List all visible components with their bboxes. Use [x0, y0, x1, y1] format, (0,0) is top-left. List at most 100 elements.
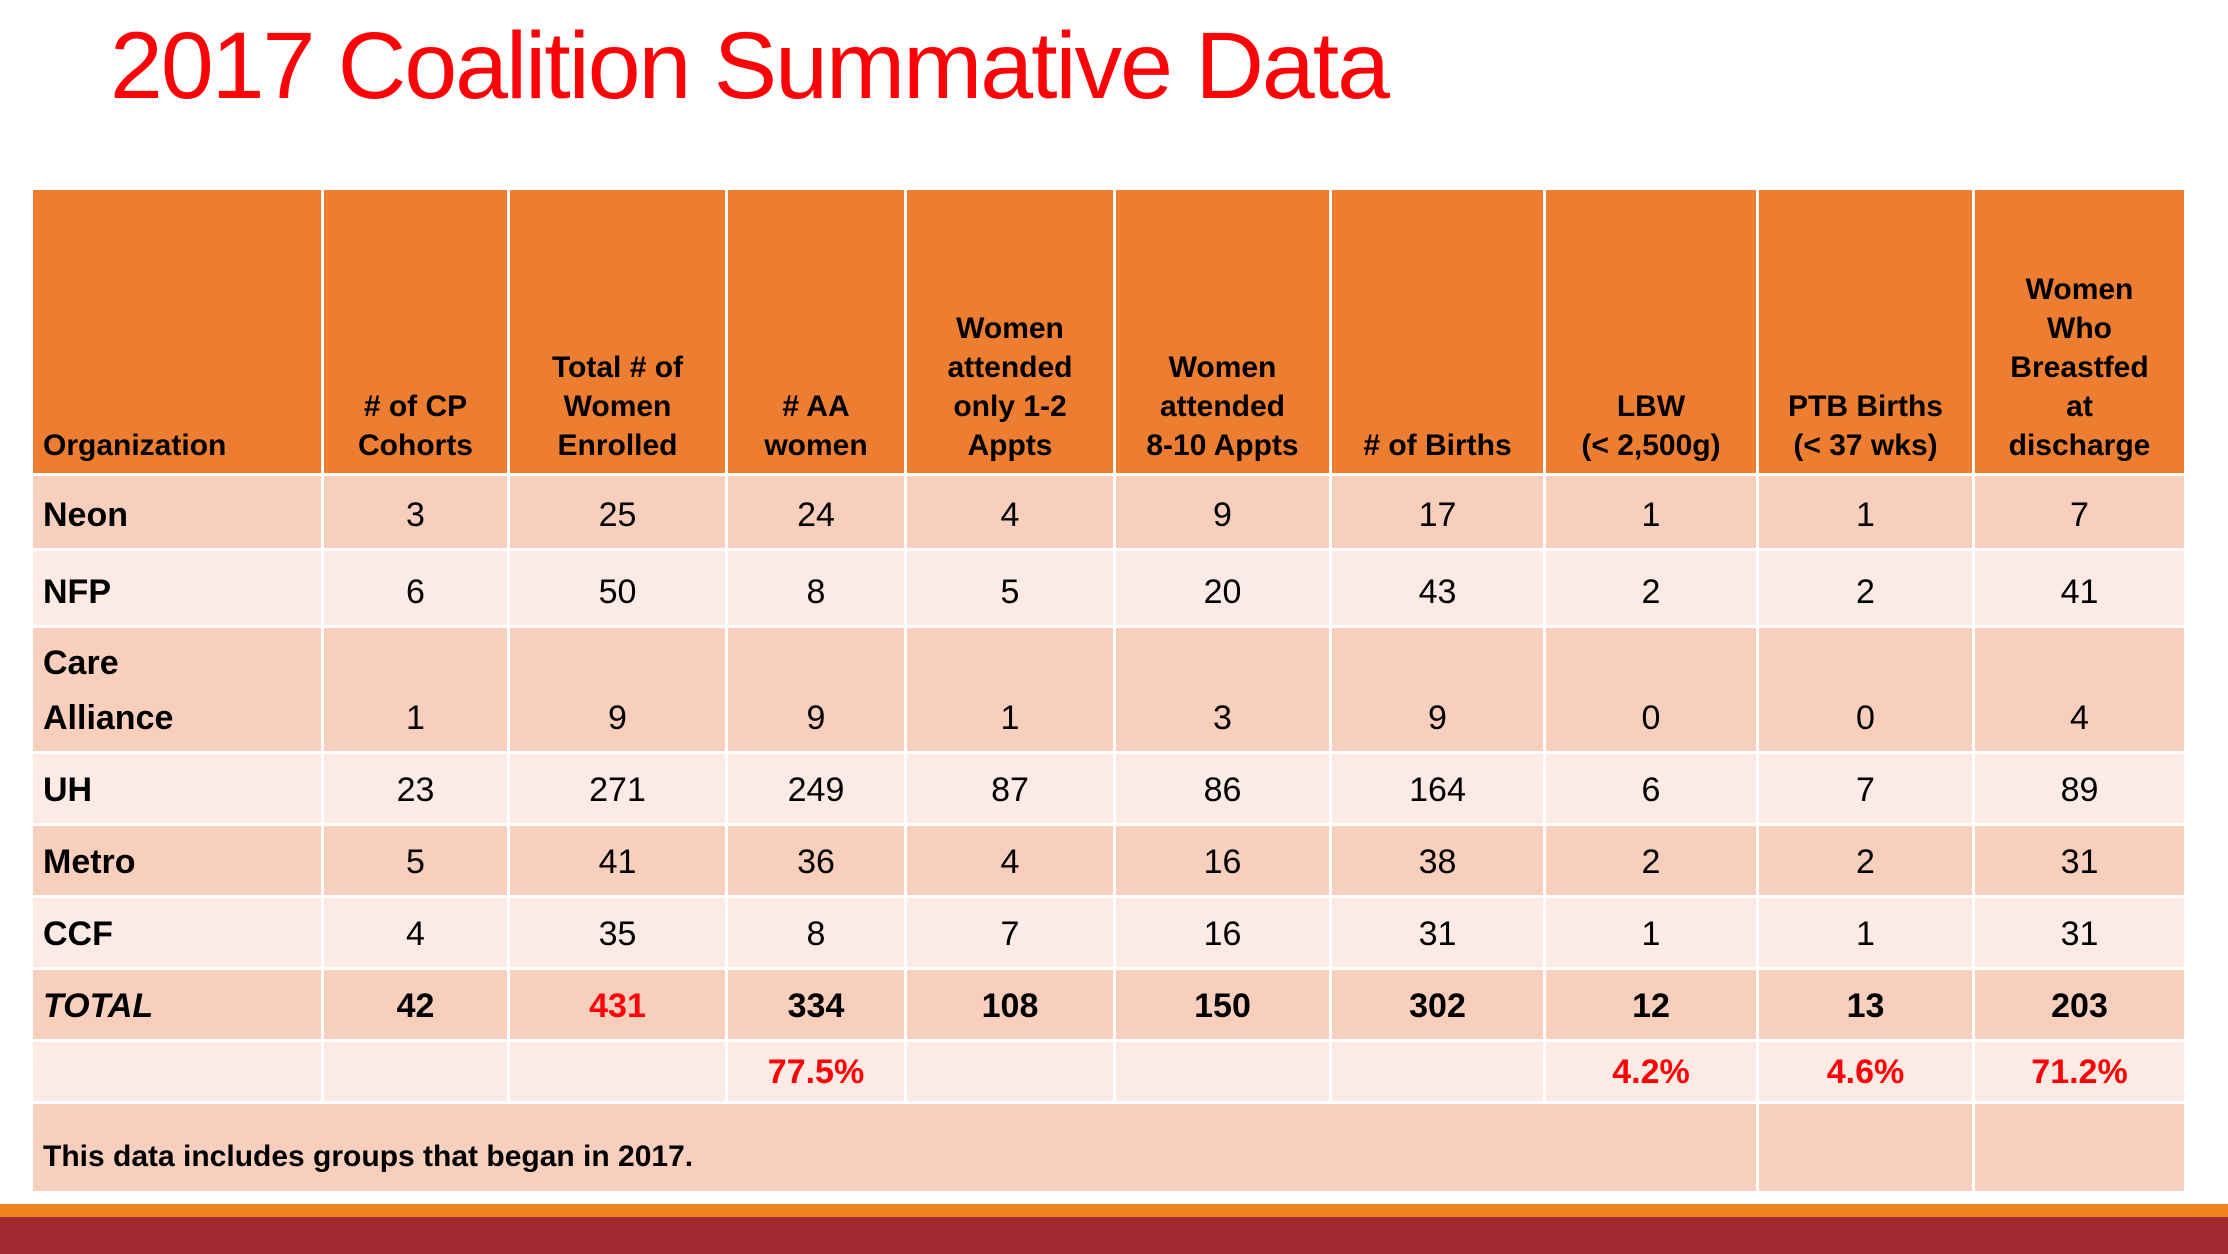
col-header-ptb-births: PTB Births (< 37 wks)	[1756, 187, 1975, 476]
empty-cell	[1972, 1101, 2187, 1194]
value-cell: 31	[1972, 823, 2187, 898]
value-cell: 16	[1113, 895, 1332, 970]
value-cell: 2	[1543, 548, 1759, 628]
value-cell: 2	[1756, 548, 1975, 628]
value-cell: 2	[1543, 823, 1759, 898]
percent-cell	[904, 1039, 1116, 1104]
slide-title: 2017 Coalition Summative Data	[110, 13, 1390, 119]
value-cell: 89	[1972, 751, 2187, 826]
value-cell: 24	[725, 473, 907, 551]
value-cell: 43	[1329, 548, 1546, 628]
percent-cell-lbw: 4.2%	[1543, 1039, 1759, 1104]
percent-cell	[1329, 1039, 1546, 1104]
total-value-cell-highlighted: 431	[507, 967, 728, 1042]
header-row: Organization # of CP Cohorts Total # of …	[30, 187, 2187, 476]
value-cell: 87	[904, 751, 1116, 826]
table-row-percentages: 77.5% 4.2% 4.6% 71.2%	[30, 1039, 2187, 1104]
table-row-care-alliance: Care Alliance 1 9 9 1 3 9 0 0 4	[30, 625, 2187, 754]
value-cell: 4	[1972, 625, 2187, 754]
value-cell: 8	[725, 548, 907, 628]
value-cell: 9	[725, 625, 907, 754]
value-cell: 4	[904, 823, 1116, 898]
value-cell: 3	[1113, 625, 1332, 754]
value-cell: 4	[321, 895, 510, 970]
value-cell: 50	[507, 548, 728, 628]
value-cell: 7	[1972, 473, 2187, 551]
value-cell: 0	[1543, 625, 1759, 754]
org-cell: Metro	[30, 823, 324, 898]
total-value-cell: 302	[1329, 967, 1546, 1042]
col-header-cp-cohorts: # of CP Cohorts	[321, 187, 510, 476]
bottom-accent-bar-orange	[0, 1204, 2228, 1217]
value-cell: 271	[507, 751, 728, 826]
col-header-women-8-10-appts: Women attended 8-10 Appts	[1113, 187, 1332, 476]
total-value-cell: 13	[1756, 967, 1975, 1042]
value-cell: 9	[1113, 473, 1332, 551]
table-row-neon: Neon 3 25 24 4 9 17 1 1 7	[30, 473, 2187, 551]
value-cell: 9	[1329, 625, 1546, 754]
org-cell: Care Alliance	[30, 625, 324, 754]
total-value-cell: 203	[1972, 967, 2187, 1042]
col-header-total-women-enrolled: Total # of Women Enrolled	[507, 187, 728, 476]
value-cell: 4	[904, 473, 1116, 551]
col-header-births: # of Births	[1329, 187, 1546, 476]
value-cell: 17	[1329, 473, 1546, 551]
value-cell: 16	[1113, 823, 1332, 898]
percent-cell	[30, 1039, 324, 1104]
org-cell: CCF	[30, 895, 324, 970]
value-cell: 1	[1756, 473, 1975, 551]
value-cell: 1	[1756, 895, 1975, 970]
org-cell: UH	[30, 751, 324, 826]
table-row-metro: Metro 5 41 36 4 16 38 2 2 31	[30, 823, 2187, 898]
value-cell: 1	[1543, 473, 1759, 551]
total-value-cell: 108	[904, 967, 1116, 1042]
org-cell: NFP	[30, 548, 324, 628]
value-cell: 9	[507, 625, 728, 754]
total-value-cell: 12	[1543, 967, 1759, 1042]
table-row-footnote: This data includes groups that began in …	[30, 1101, 2187, 1194]
total-value-cell: 150	[1113, 967, 1332, 1042]
value-cell: 6	[321, 548, 510, 628]
total-value-cell: 42	[321, 967, 510, 1042]
percent-cell-aa: 77.5%	[725, 1039, 907, 1104]
value-cell: 36	[725, 823, 907, 898]
table-row-ccf: CCF 4 35 8 7 16 31 1 1 31	[30, 895, 2187, 970]
value-cell: 3	[321, 473, 510, 551]
value-cell: 41	[1972, 548, 2187, 628]
col-header-lbw: LBW (< 2,500g)	[1543, 187, 1759, 476]
percent-cell-ptb: 4.6%	[1756, 1039, 1975, 1104]
percent-cell	[507, 1039, 728, 1104]
value-cell: 23	[321, 751, 510, 826]
value-cell: 5	[321, 823, 510, 898]
total-label-cell: TOTAL	[30, 967, 324, 1042]
value-cell: 6	[1543, 751, 1759, 826]
bottom-accent-bar-maroon	[0, 1217, 2228, 1254]
value-cell: 7	[1756, 751, 1975, 826]
value-cell: 20	[1113, 548, 1332, 628]
table-row-uh: UH 23 271 249 87 86 164 6 7 89	[30, 751, 2187, 826]
col-header-women-1-2-appts: Women attended only 1-2 Appts	[904, 187, 1116, 476]
value-cell: 86	[1113, 751, 1332, 826]
footnote-cell: This data includes groups that began in …	[30, 1101, 1759, 1194]
value-cell: 5	[904, 548, 1116, 628]
value-cell: 41	[507, 823, 728, 898]
value-cell: 7	[904, 895, 1116, 970]
summative-data-table: Organization # of CP Cohorts Total # of …	[30, 187, 2187, 1194]
value-cell: 25	[507, 473, 728, 551]
col-header-breastfed-discharge: Women Who Breastfed at discharge	[1972, 187, 2187, 476]
total-value-cell: 334	[725, 967, 907, 1042]
value-cell: 2	[1756, 823, 1975, 898]
value-cell: 1	[1543, 895, 1759, 970]
value-cell: 35	[507, 895, 728, 970]
percent-cell	[321, 1039, 510, 1104]
value-cell: 1	[321, 625, 510, 754]
col-header-organization: Organization	[30, 187, 324, 476]
value-cell: 249	[725, 751, 907, 826]
col-header-aa-women: # AA women	[725, 187, 907, 476]
table-row-total: TOTAL 42 431 334 108 150 302 12 13 203	[30, 967, 2187, 1042]
value-cell: 31	[1329, 895, 1546, 970]
table-row-nfp: NFP 6 50 8 5 20 43 2 2 41	[30, 548, 2187, 628]
value-cell: 1	[904, 625, 1116, 754]
value-cell: 8	[725, 895, 907, 970]
